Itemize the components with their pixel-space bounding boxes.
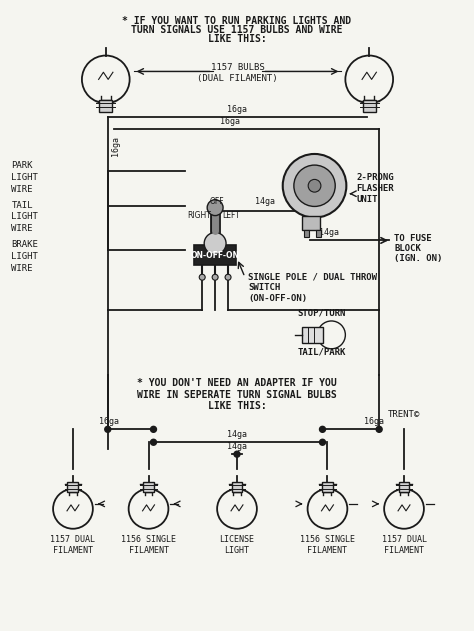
Text: 16ga: 16ga	[99, 417, 119, 427]
Text: LIKE THIS:: LIKE THIS:	[208, 33, 266, 44]
Circle shape	[225, 274, 231, 280]
Text: PARK
LIGHT
WIRE: PARK LIGHT WIRE	[11, 161, 38, 194]
Text: TRENT©: TRENT©	[388, 410, 420, 420]
Bar	[301, 327, 323, 343]
Text: 16ga: 16ga	[111, 136, 120, 156]
Bar	[322, 482, 333, 492]
Text: LICENSE
LIGHT: LICENSE LIGHT	[219, 534, 255, 555]
Text: (ON-OFF-ON): (ON-OFF-ON)	[248, 294, 307, 303]
Bar	[363, 100, 376, 112]
Circle shape	[319, 439, 326, 445]
Text: WIRE IN SEPERATE TURN SIGNAL BULBS: WIRE IN SEPERATE TURN SIGNAL BULBS	[137, 389, 337, 399]
Text: 1157 BULBS: 1157 BULBS	[210, 63, 264, 72]
Text: LIKE THIS:: LIKE THIS:	[208, 401, 266, 411]
Text: TURN SIGNALS USE 1157 BULBS AND WIRE: TURN SIGNALS USE 1157 BULBS AND WIRE	[131, 25, 343, 35]
Bar	[316, 230, 321, 237]
Text: RIGHT: RIGHT	[187, 211, 211, 220]
Bar	[231, 482, 243, 492]
Circle shape	[151, 439, 156, 445]
Text: 14ga: 14ga	[227, 442, 247, 451]
Circle shape	[105, 427, 111, 432]
Circle shape	[319, 427, 326, 432]
Bar	[99, 100, 112, 112]
Bar	[304, 230, 309, 237]
Circle shape	[204, 232, 226, 254]
Text: TO FUSE: TO FUSE	[394, 235, 432, 244]
Text: OFF: OFF	[210, 197, 224, 206]
Text: 14ga: 14ga	[319, 228, 339, 237]
Text: 1157 DUAL
FILAMENT: 1157 DUAL FILAMENT	[50, 534, 95, 555]
Bar	[67, 482, 78, 492]
Circle shape	[234, 451, 240, 457]
Text: * IF YOU WANT TO RUN PARKING LIGHTS AND: * IF YOU WANT TO RUN PARKING LIGHTS AND	[122, 16, 352, 26]
Bar	[399, 482, 410, 492]
Text: 1157 DUAL
FILAMENT: 1157 DUAL FILAMENT	[382, 534, 427, 555]
Circle shape	[376, 427, 382, 432]
Circle shape	[151, 427, 156, 432]
Text: BLOCK: BLOCK	[394, 244, 421, 254]
Text: UNIT: UNIT	[356, 195, 378, 204]
Text: TAIL
LIGHT
WIRE: TAIL LIGHT WIRE	[11, 201, 38, 233]
Text: (IGN. ON): (IGN. ON)	[394, 254, 442, 263]
Text: 1156 SINGLE
FILAMENT: 1156 SINGLE FILAMENT	[121, 534, 176, 555]
Bar	[194, 245, 236, 265]
Bar	[302, 216, 320, 230]
Text: ON-OFF-ON: ON-OFF-ON	[191, 251, 240, 260]
Text: LEFT: LEFT	[222, 211, 240, 220]
Text: 16ga: 16ga	[364, 417, 384, 427]
Circle shape	[199, 274, 205, 280]
Text: 1156 SINGLE
FILAMENT: 1156 SINGLE FILAMENT	[300, 534, 355, 555]
Text: SWITCH: SWITCH	[248, 283, 280, 292]
Text: BRAKE
LIGHT
WIRE: BRAKE LIGHT WIRE	[11, 240, 38, 273]
Text: (DUAL FILAMENT): (DUAL FILAMENT)	[197, 74, 278, 83]
Circle shape	[212, 274, 218, 280]
Text: 2-PRONG: 2-PRONG	[356, 174, 394, 182]
Circle shape	[308, 179, 321, 192]
Circle shape	[283, 154, 346, 218]
Text: * YOU DON'T NEED AN ADAPTER IF YOU: * YOU DON'T NEED AN ADAPTER IF YOU	[137, 377, 337, 387]
Text: TAIL/PARK: TAIL/PARK	[298, 348, 346, 357]
Bar	[143, 482, 154, 492]
Text: SINGLE POLE / DUAL THROW: SINGLE POLE / DUAL THROW	[248, 272, 377, 281]
Text: FLASHER: FLASHER	[356, 184, 394, 193]
Text: 16ga: 16ga	[220, 117, 240, 126]
Circle shape	[294, 165, 335, 206]
Text: 14ga: 14ga	[255, 197, 275, 206]
Text: STOP/TURN: STOP/TURN	[298, 309, 346, 318]
Circle shape	[207, 199, 223, 216]
Text: 16ga: 16ga	[228, 105, 247, 114]
Text: 14ga: 14ga	[227, 430, 247, 439]
